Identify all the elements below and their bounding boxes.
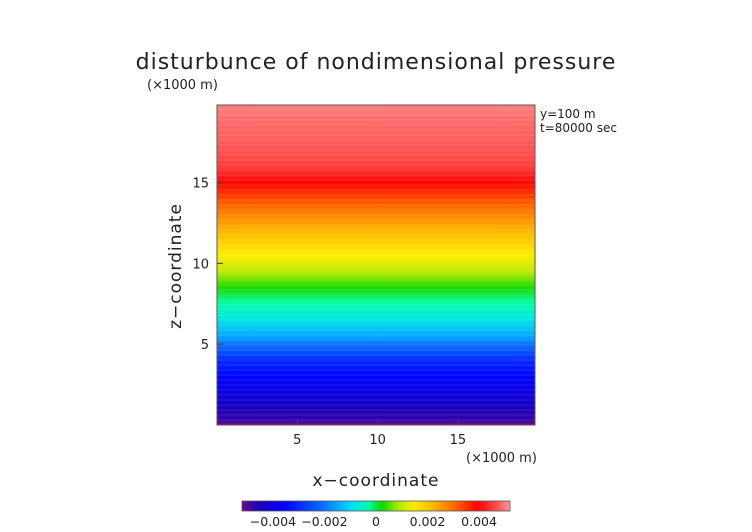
x-axis-label: x−coordinate	[313, 471, 440, 491]
x-axis-ticks: 5 10 15	[293, 419, 466, 448]
colorbar-ticks: −0.004 −0.002 0 0.002 0.004	[250, 514, 497, 529]
colorbar-tick-label: 0.004	[461, 514, 497, 529]
x-tick-label: 5	[293, 433, 301, 448]
colorbar	[241, 500, 511, 512]
colorbar-tick-label: −0.004	[250, 514, 296, 529]
y-axis-label: z−coordinate	[166, 203, 186, 329]
plot-frame	[216, 104, 536, 426]
contour-lines	[217, 109, 535, 421]
y-tick-label: 5	[201, 338, 209, 353]
colorbar-tick-label: −0.002	[301, 514, 347, 529]
colorbar-tick-label: 0	[372, 514, 380, 529]
y-unit-label: (×1000 m)	[147, 78, 218, 93]
x-tick-label: 10	[369, 433, 386, 448]
x-unit-label: (×1000 m)	[466, 451, 537, 466]
annotation-t: t=80000 sec	[540, 121, 617, 135]
colorbar-tick-label: 0.002	[410, 514, 446, 529]
annotation-y: y=100 m	[540, 107, 596, 121]
x-tick-label: 15	[450, 433, 467, 448]
plot-area	[217, 105, 535, 425]
chart-title: disturbunce of nondimensional pressure	[136, 50, 617, 75]
y-axis-ticks: 5 10 15	[192, 177, 223, 353]
y-tick-label: 10	[192, 257, 209, 272]
y-tick-label: 15	[192, 177, 209, 192]
